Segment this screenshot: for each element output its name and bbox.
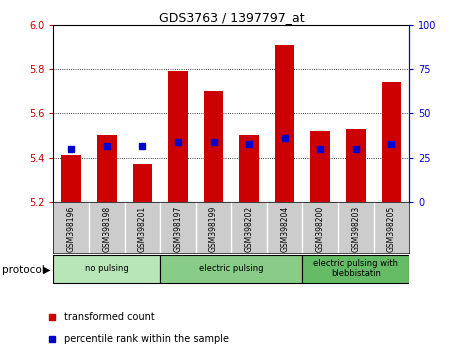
Bar — [204, 91, 223, 202]
Bar — [168, 71, 188, 202]
Bar — [239, 136, 259, 202]
Bar — [133, 164, 152, 202]
Text: GSM398200: GSM398200 — [316, 206, 325, 252]
Bar — [97, 136, 117, 202]
Bar — [160, 255, 303, 283]
Text: ▶: ▶ — [43, 265, 51, 275]
Text: GSM398204: GSM398204 — [280, 206, 289, 252]
Text: electric pulsing: electric pulsing — [199, 264, 264, 273]
Text: percentile rank within the sample: percentile rank within the sample — [64, 334, 229, 344]
Bar — [61, 155, 81, 202]
Text: GSM398201: GSM398201 — [138, 206, 147, 252]
Text: GSM398196: GSM398196 — [67, 206, 76, 252]
Text: protocol: protocol — [2, 265, 45, 275]
Text: GSM398198: GSM398198 — [102, 206, 111, 252]
Bar — [346, 129, 365, 202]
Text: GSM398205: GSM398205 — [387, 206, 396, 252]
Bar — [382, 82, 401, 202]
Bar — [53, 255, 160, 283]
Text: GSM398203: GSM398203 — [352, 206, 360, 252]
Bar — [303, 255, 409, 283]
Title: GDS3763 / 1397797_at: GDS3763 / 1397797_at — [159, 11, 304, 24]
Text: transformed count: transformed count — [64, 312, 155, 322]
Text: GSM398202: GSM398202 — [245, 206, 253, 252]
Text: electric pulsing with
blebbistatin: electric pulsing with blebbistatin — [313, 259, 399, 278]
Bar — [275, 45, 294, 202]
Bar — [311, 131, 330, 202]
Text: GSM398197: GSM398197 — [173, 206, 182, 252]
Text: GSM398199: GSM398199 — [209, 206, 218, 252]
Text: no pulsing: no pulsing — [85, 264, 129, 273]
